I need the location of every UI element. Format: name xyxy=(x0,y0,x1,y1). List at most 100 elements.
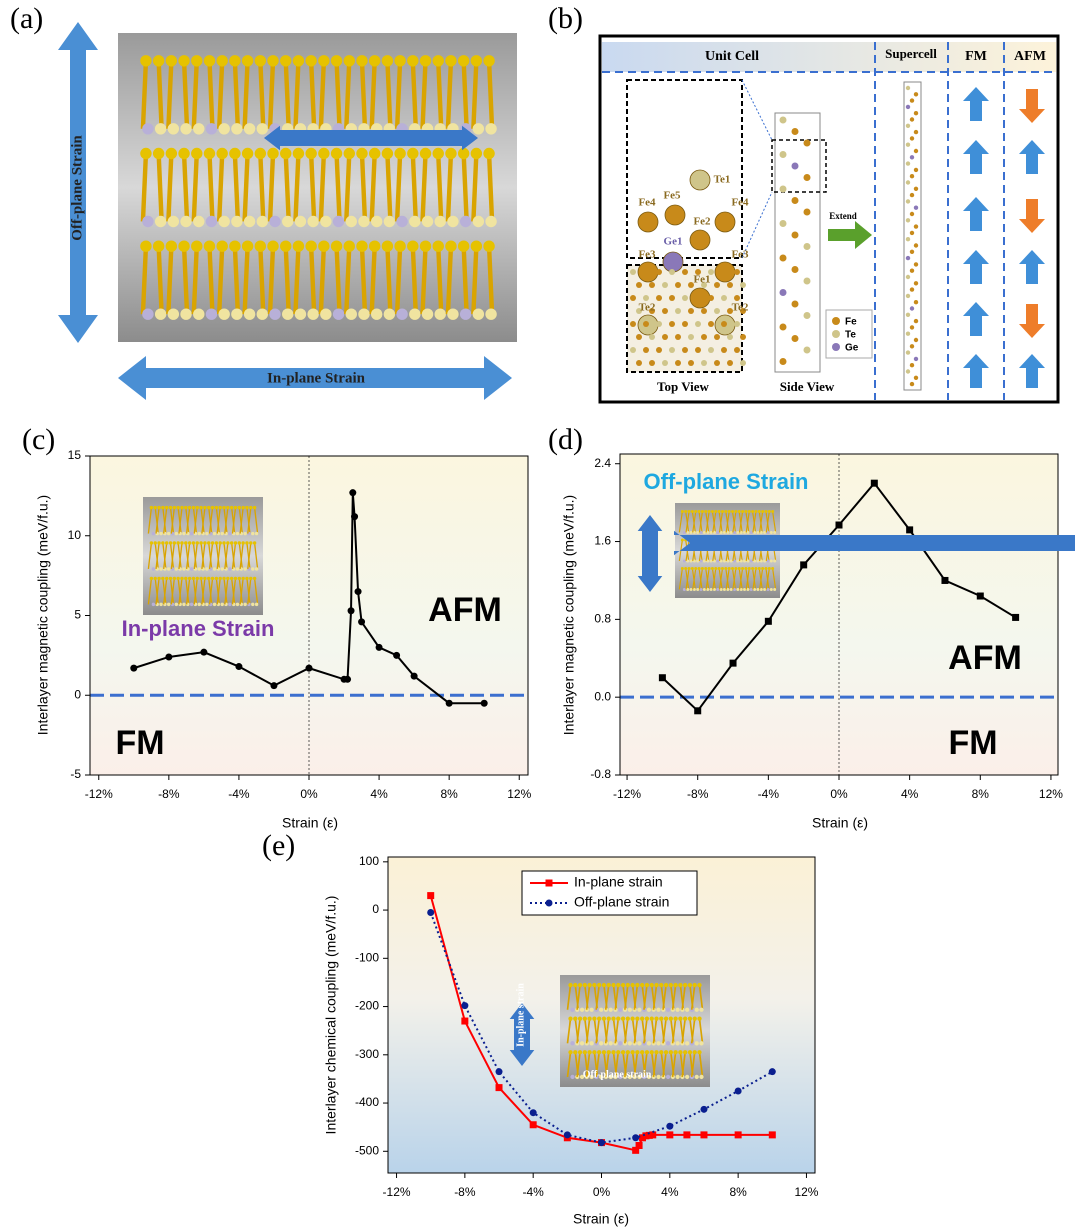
atom xyxy=(140,148,151,159)
atom xyxy=(621,983,625,987)
atom xyxy=(445,241,456,252)
atom xyxy=(750,531,753,534)
atom xyxy=(730,559,733,562)
bond xyxy=(423,154,426,222)
atom xyxy=(371,308,382,319)
bond xyxy=(194,246,197,314)
bond xyxy=(168,246,171,314)
atom xyxy=(394,241,405,252)
panel-label: (d) xyxy=(548,423,583,456)
legend-marker xyxy=(832,317,840,325)
atom xyxy=(693,1017,697,1021)
arrow-label: In-plane Strain xyxy=(267,370,366,386)
atom xyxy=(695,1008,699,1012)
atom xyxy=(647,1041,651,1045)
atom xyxy=(433,55,444,66)
atom xyxy=(155,308,166,319)
atom xyxy=(220,532,223,535)
atom xyxy=(764,510,767,513)
atom xyxy=(640,983,644,987)
bond xyxy=(143,154,146,222)
atom xyxy=(369,241,380,252)
atom xyxy=(157,541,160,544)
annotation: Off-plane Strain xyxy=(643,469,808,494)
bond xyxy=(194,154,197,222)
bond xyxy=(245,154,248,222)
bond xyxy=(362,154,365,222)
atom xyxy=(698,567,701,570)
x-tick-label: -4% xyxy=(758,787,780,801)
atom xyxy=(906,143,910,147)
atom xyxy=(175,532,178,535)
data-point xyxy=(765,618,772,625)
atom xyxy=(580,1008,584,1012)
atom xyxy=(693,1050,697,1054)
data-point xyxy=(411,673,418,680)
bond xyxy=(387,154,390,222)
atom xyxy=(178,55,189,66)
atom xyxy=(914,149,918,153)
atom xyxy=(228,567,231,570)
atom xyxy=(744,567,747,570)
data-point xyxy=(871,480,878,487)
bond xyxy=(448,154,451,222)
atom xyxy=(616,1017,620,1021)
atom xyxy=(204,148,215,159)
atom xyxy=(906,105,910,109)
atom xyxy=(204,55,215,66)
atom xyxy=(914,357,918,361)
bond xyxy=(321,246,324,314)
atom xyxy=(192,541,195,544)
atom xyxy=(768,510,771,513)
atom xyxy=(253,541,256,544)
atom xyxy=(770,559,773,562)
atom xyxy=(320,308,331,319)
data-point xyxy=(165,653,172,660)
atom xyxy=(630,295,636,301)
atom xyxy=(690,230,710,250)
bond xyxy=(489,246,492,314)
atom xyxy=(191,55,202,66)
bond xyxy=(337,154,340,222)
atom xyxy=(697,1050,701,1054)
atom xyxy=(678,1050,682,1054)
atom xyxy=(159,603,162,606)
atom xyxy=(669,983,673,987)
atom xyxy=(578,1050,582,1054)
atom xyxy=(738,567,741,570)
atom xyxy=(773,588,776,591)
atom xyxy=(618,1008,622,1012)
x-tick-label: 0% xyxy=(300,787,318,801)
atom xyxy=(597,1050,601,1054)
atom xyxy=(910,287,914,291)
atom xyxy=(243,532,246,535)
atom xyxy=(914,281,918,285)
atom xyxy=(906,294,910,298)
atom xyxy=(683,1050,687,1054)
atom xyxy=(690,559,693,562)
atom xyxy=(382,55,393,66)
atom xyxy=(659,983,663,987)
atom xyxy=(721,269,727,275)
atom xyxy=(763,588,766,591)
atom xyxy=(754,510,757,513)
atom xyxy=(710,559,713,562)
atom xyxy=(780,324,787,331)
atom xyxy=(371,216,382,227)
atom xyxy=(669,347,675,353)
atom xyxy=(305,148,316,159)
atom xyxy=(229,55,240,66)
atom xyxy=(433,241,444,252)
atom xyxy=(445,148,456,159)
atom xyxy=(649,334,655,340)
atom xyxy=(203,577,206,580)
atom xyxy=(602,1017,606,1021)
atom xyxy=(636,282,642,288)
atom xyxy=(154,577,157,580)
data-point xyxy=(800,561,807,568)
bond xyxy=(219,154,222,222)
atom xyxy=(650,1050,654,1054)
atom xyxy=(188,541,191,544)
atom xyxy=(649,282,655,288)
chart: -12%-8%-4%0%4%8%12%-0.80.00.81.62.4(d)St… xyxy=(548,423,1063,831)
